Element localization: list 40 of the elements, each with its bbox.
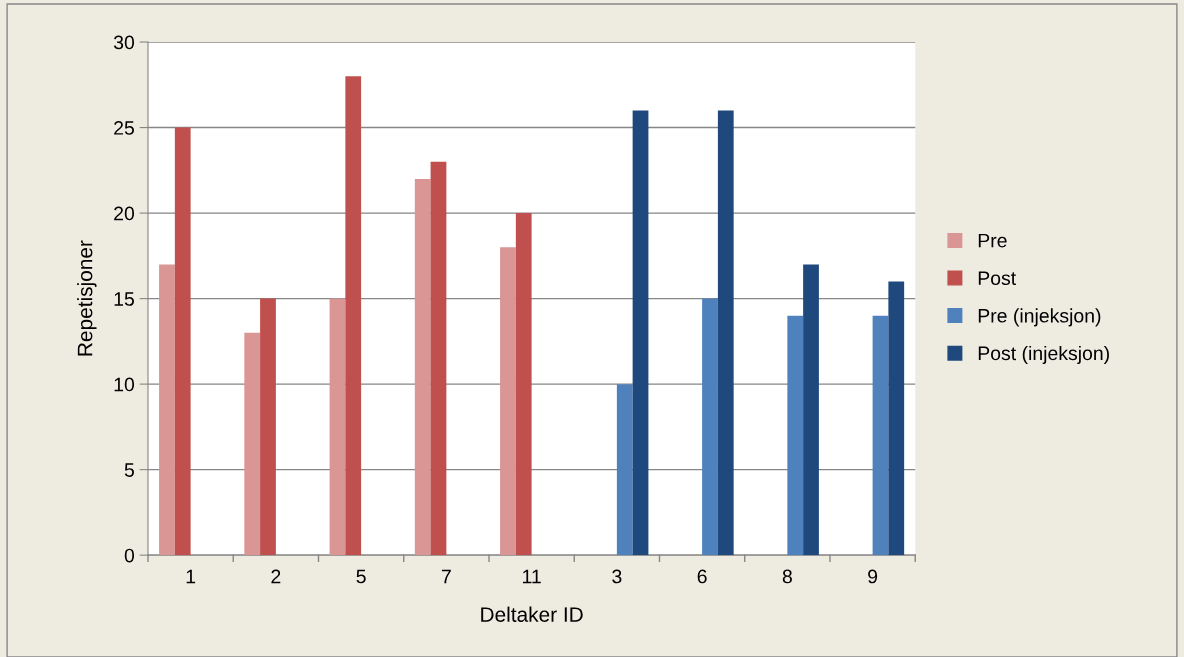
- bar: [430, 161, 447, 556]
- bar: [717, 110, 734, 556]
- y-tick-label: 20: [114, 206, 135, 221]
- bar: [159, 264, 175, 556]
- x-tick-label: 7: [441, 569, 451, 584]
- y-tick-label: 15: [114, 292, 134, 306]
- x-axis-title: Deltaker ID: [481, 606, 583, 622]
- bar: [803, 264, 819, 556]
- legend-label: Post: [978, 271, 1017, 286]
- bar: [329, 298, 346, 556]
- y-tick-label: 10: [114, 377, 135, 392]
- y-tick-label: 0: [124, 548, 135, 563]
- x-tick-label: 2: [271, 569, 281, 584]
- bar: [515, 213, 532, 556]
- x-tick-label: 1: [186, 569, 196, 584]
- bar: [872, 315, 889, 556]
- y-axis-title: Repetisjoner: [77, 240, 97, 356]
- x-tick-label: 11: [523, 569, 541, 584]
- y-tick-label: 5: [124, 463, 134, 477]
- bar: [632, 110, 649, 556]
- bar: [500, 247, 516, 556]
- x-tick-label: 8: [782, 569, 792, 584]
- bar: [260, 298, 276, 556]
- legend-label: Pre: [978, 233, 1007, 248]
- bar: [702, 298, 718, 556]
- y-tick-label: 30: [113, 35, 135, 50]
- bar: [888, 281, 905, 556]
- bar: [244, 332, 261, 556]
- bar: [345, 76, 362, 556]
- x-tick-label: 3: [612, 569, 622, 584]
- y-tick-label: 25: [114, 121, 134, 135]
- bar: [616, 384, 633, 556]
- legend-label: Post (injeksjon): [978, 345, 1109, 365]
- legend-label: Pre (injeksjon): [978, 308, 1101, 327]
- x-tick-label: 6: [697, 569, 707, 584]
- x-tick-label: 5: [356, 569, 366, 584]
- bar: [414, 178, 431, 556]
- bar: [174, 127, 191, 556]
- x-tick-label: 9: [868, 569, 878, 584]
- bar: [787, 315, 804, 556]
